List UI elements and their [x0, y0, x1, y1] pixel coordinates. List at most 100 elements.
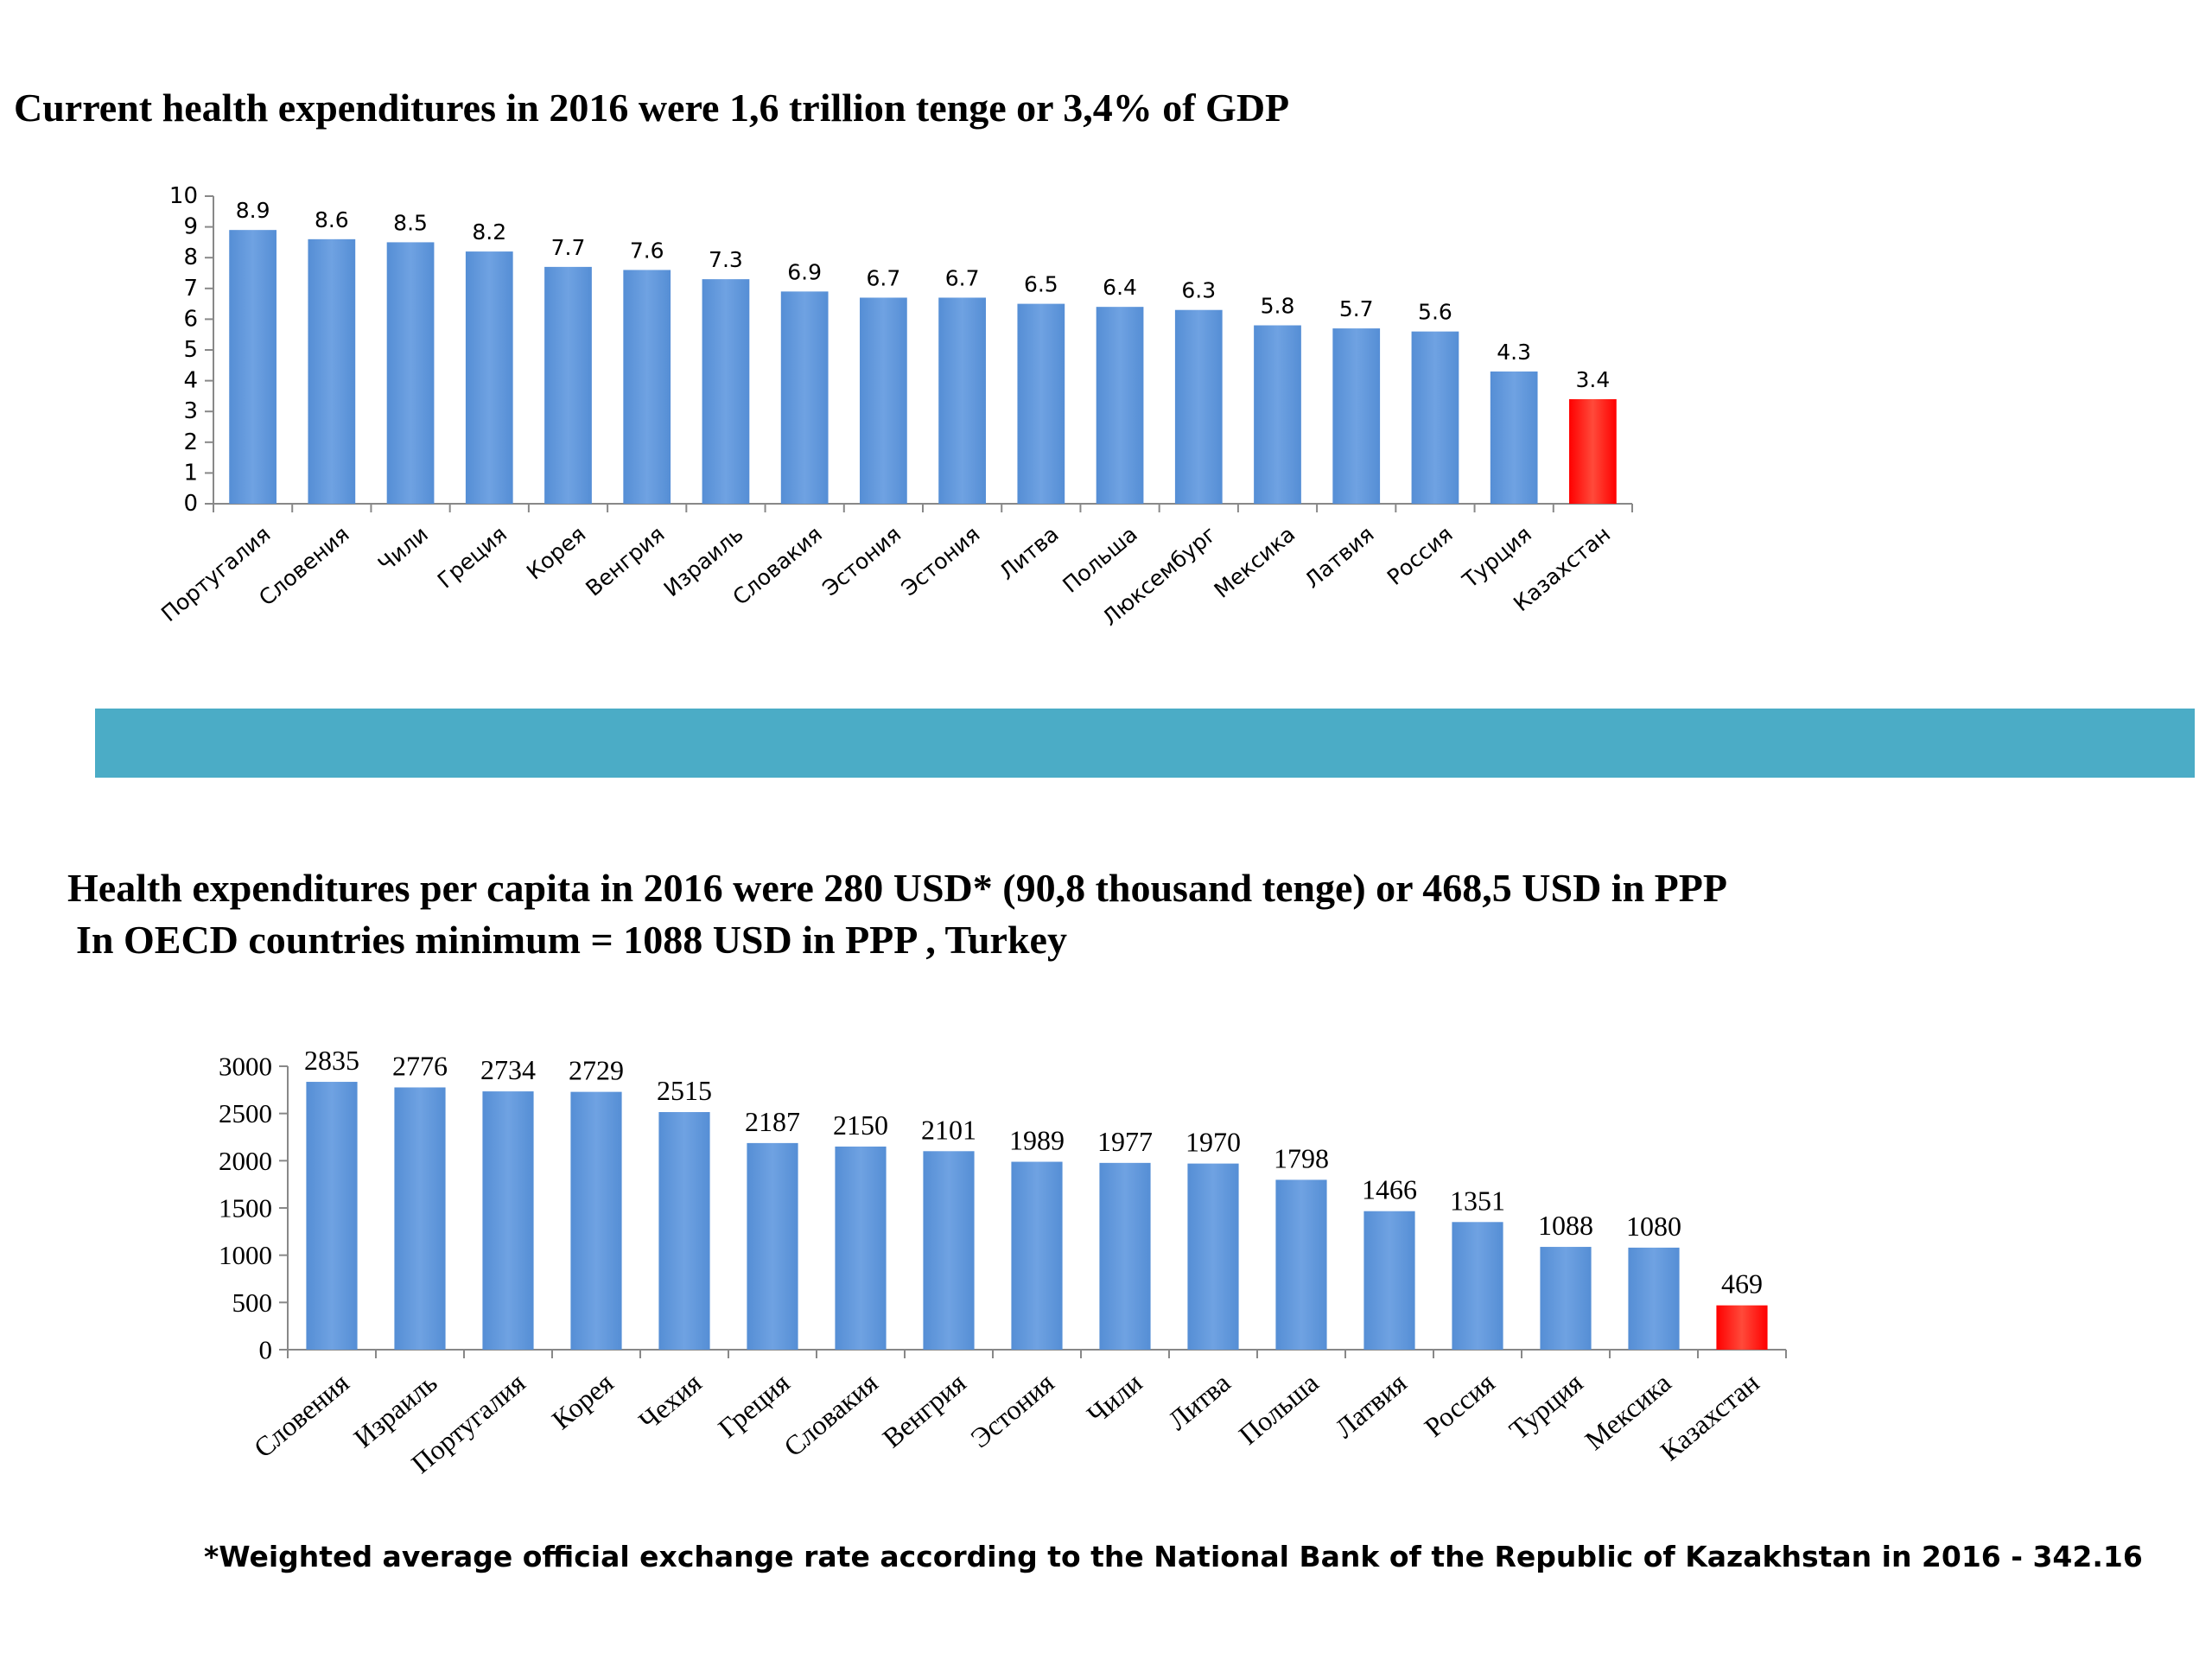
data-label: 1080	[1626, 1211, 1681, 1242]
data-label: 6.4	[1103, 275, 1137, 300]
data-label: 6.5	[1024, 272, 1058, 297]
data-label: 4.3	[1497, 340, 1531, 365]
footnote: *Weighted average official exchange rate…	[204, 1540, 2143, 1573]
category-label: Чили	[1081, 1367, 1148, 1430]
bar	[1490, 371, 1538, 504]
category-label: Португалия	[156, 521, 275, 626]
bar	[482, 1091, 534, 1350]
y-tick-label: 10	[169, 183, 198, 209]
data-label: 1989	[1009, 1125, 1065, 1156]
bar	[1011, 1161, 1063, 1350]
bar	[1363, 1211, 1415, 1350]
y-tick-label: 9	[183, 214, 198, 240]
data-label: 6.7	[867, 265, 901, 290]
data-label: 8.6	[315, 207, 349, 232]
data-label: 7.7	[551, 235, 586, 260]
bar	[702, 279, 750, 504]
category-label: Чехия	[632, 1367, 707, 1437]
y-tick-label: 2000	[219, 1146, 272, 1176]
bar	[308, 238, 356, 504]
y-tick-label: 1500	[219, 1193, 272, 1224]
category-label: Словения	[248, 1367, 355, 1464]
bar	[386, 242, 435, 504]
category-label: Греция	[433, 521, 512, 593]
bar	[1569, 398, 1617, 504]
bar	[780, 291, 829, 504]
data-label: 2101	[921, 1114, 976, 1145]
y-tick-label: 3000	[219, 1052, 272, 1082]
category-label: Турция	[1457, 521, 1536, 593]
category-label: Россия	[1382, 521, 1458, 590]
category-label: Литва	[1162, 1367, 1236, 1436]
data-label: 7.6	[630, 238, 664, 263]
bar	[1452, 1222, 1503, 1350]
bar	[835, 1146, 887, 1350]
category-label: Чили	[373, 521, 433, 576]
chart2-title-line2: In OECD countries minimum = 1088 USD in …	[76, 918, 1067, 962]
bar	[938, 297, 986, 504]
data-label: 8.9	[236, 198, 270, 223]
data-label: 2187	[745, 1106, 800, 1137]
category-label: Турция	[1503, 1367, 1589, 1446]
y-tick-label: 5	[183, 337, 198, 363]
bar	[1540, 1247, 1592, 1350]
bar	[465, 251, 513, 504]
bar	[1332, 328, 1381, 504]
y-tick-label: 7	[183, 276, 198, 302]
y-tick-label: 8	[183, 245, 198, 270]
y-tick-label: 1000	[219, 1240, 272, 1270]
data-label: 1970	[1185, 1127, 1241, 1158]
data-label: 5.8	[1261, 294, 1295, 319]
category-label: Казахстан	[1654, 1367, 1764, 1467]
bar	[1411, 331, 1459, 504]
data-label: 2515	[657, 1075, 712, 1106]
y-tick-label: 3	[183, 398, 198, 424]
data-label: 3.4	[1576, 367, 1611, 392]
gdp-share-bar-chart: 0123456789108.9Португалия8.6Словения8.5Ч…	[156, 183, 1633, 631]
bar	[1099, 1162, 1151, 1350]
data-label: 7.3	[709, 247, 743, 272]
chart2-title-line1: Health expenditures per capita in 2016 w…	[67, 866, 1727, 910]
data-label: 2835	[304, 1045, 359, 1076]
category-label: Эстония	[897, 521, 985, 601]
data-label: 5.7	[1339, 296, 1374, 321]
category-label: Венгрия	[581, 521, 669, 601]
data-label: 1088	[1538, 1210, 1593, 1241]
data-label: 1798	[1274, 1142, 1329, 1173]
category-label: Мексика	[1210, 521, 1300, 603]
category-label: Венгрия	[876, 1367, 971, 1454]
category-label: Корея	[546, 1367, 620, 1436]
per-capita-bar-chart: 0 500 1000 1500 2000 2500 3000 2835 Словения 2776…	[219, 1045, 1787, 1479]
category-label: Корея	[522, 521, 590, 584]
bar	[923, 1151, 975, 1350]
y-tick-label: 4	[183, 368, 198, 394]
bar	[1628, 1247, 1680, 1350]
data-label: 2150	[833, 1109, 888, 1141]
y-tick-label: 2500	[219, 1098, 272, 1128]
category-label: Эстония	[817, 521, 906, 601]
category-label: Греция	[712, 1367, 796, 1444]
bar	[306, 1082, 358, 1350]
bar	[394, 1087, 446, 1350]
bar	[1716, 1305, 1768, 1350]
data-label: 5.6	[1418, 300, 1452, 325]
category-label: Латвия	[1300, 521, 1378, 593]
data-label: 6.3	[1181, 278, 1216, 303]
chart2-title: Health expenditures per capita in 2016 w…	[67, 862, 1727, 966]
chart1-title: Current health expenditures in 2016 were…	[14, 86, 1290, 130]
data-label: 1351	[1450, 1185, 1505, 1216]
data-label: 2776	[392, 1050, 448, 1081]
section-divider	[95, 709, 2195, 778]
data-label: 8.2	[472, 219, 506, 245]
bar	[1096, 307, 1144, 504]
bar	[1174, 309, 1223, 504]
data-label: 8.5	[393, 210, 428, 235]
bar	[1017, 303, 1065, 504]
category-label: Польша	[1233, 1367, 1325, 1451]
bar	[623, 270, 671, 504]
y-tick-label: 2	[183, 429, 198, 455]
category-label: Россия	[1418, 1367, 1500, 1443]
bar	[544, 266, 592, 504]
bar	[1187, 1163, 1239, 1350]
category-label: Словакия	[778, 1367, 884, 1463]
